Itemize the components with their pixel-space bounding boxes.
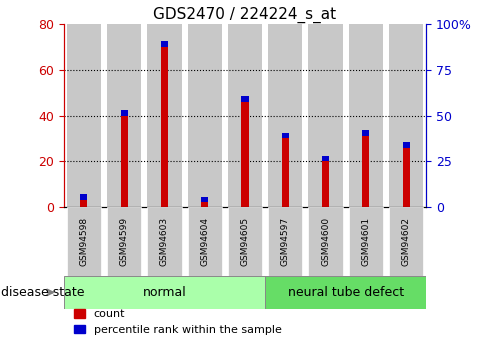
Bar <box>402 148 410 207</box>
Text: GSM94599: GSM94599 <box>120 217 129 266</box>
Bar <box>389 207 423 276</box>
Bar <box>242 96 248 102</box>
Bar <box>322 156 329 161</box>
Text: normal: normal <box>143 286 186 299</box>
Bar <box>188 207 222 276</box>
Bar <box>67 24 101 207</box>
Text: disease state: disease state <box>1 286 85 299</box>
Bar <box>268 207 302 276</box>
Bar <box>121 116 128 207</box>
Text: GSM94603: GSM94603 <box>160 217 169 266</box>
Bar <box>282 133 289 138</box>
Bar <box>147 207 181 276</box>
Bar <box>309 24 343 207</box>
Bar <box>107 24 141 207</box>
Bar <box>265 276 426 309</box>
Bar <box>201 203 208 207</box>
Legend: count, percentile rank within the sample: count, percentile rank within the sample <box>69 305 286 339</box>
Bar <box>322 161 329 207</box>
Bar <box>228 24 262 207</box>
Bar <box>147 24 181 207</box>
Bar <box>201 197 208 203</box>
Bar <box>80 195 88 200</box>
Title: GDS2470 / 224224_s_at: GDS2470 / 224224_s_at <box>153 7 337 23</box>
Text: neural tube defect: neural tube defect <box>288 286 404 299</box>
Bar <box>349 207 383 276</box>
Bar <box>362 136 369 207</box>
Bar <box>228 207 262 276</box>
Text: GSM94601: GSM94601 <box>361 217 370 266</box>
Text: GSM94604: GSM94604 <box>200 217 209 266</box>
Bar <box>268 24 302 207</box>
Text: GSM94600: GSM94600 <box>321 217 330 266</box>
Bar <box>161 47 168 207</box>
Bar <box>107 207 141 276</box>
Bar <box>389 24 423 207</box>
Bar <box>161 41 168 47</box>
Bar <box>188 24 222 207</box>
Bar <box>349 24 383 207</box>
Bar <box>64 276 265 309</box>
Bar <box>80 200 88 207</box>
Text: GSM94602: GSM94602 <box>402 217 411 266</box>
Bar <box>67 207 101 276</box>
Text: GSM94605: GSM94605 <box>241 217 249 266</box>
Bar <box>121 110 128 116</box>
Bar <box>362 130 369 136</box>
Bar <box>309 207 343 276</box>
Bar <box>402 142 410 148</box>
Bar <box>282 138 289 207</box>
Text: GSM94597: GSM94597 <box>281 217 290 266</box>
Bar <box>242 102 248 207</box>
Text: GSM94598: GSM94598 <box>79 217 88 266</box>
